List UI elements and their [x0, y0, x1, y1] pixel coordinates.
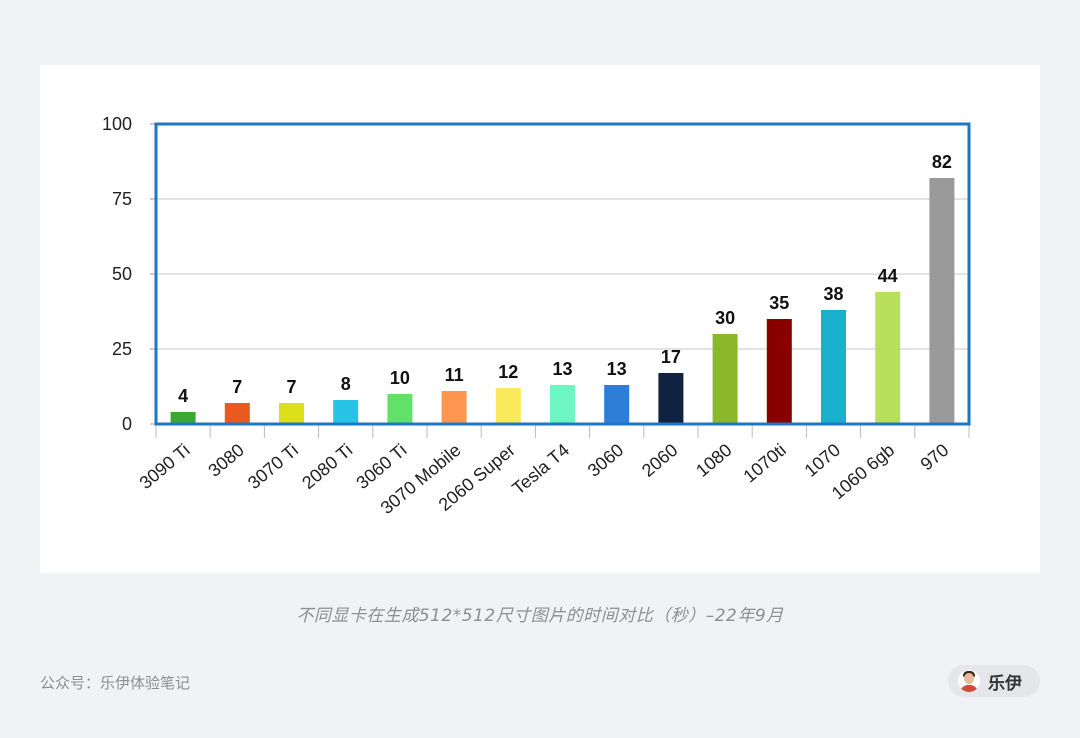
x-tick-label: 2080 Ti [298, 440, 356, 493]
y-tick-label: 100 [102, 114, 132, 134]
author-name: 乐伊 [988, 673, 1022, 694]
x-tick-label: 1080 [692, 440, 736, 481]
y-tick-label: 25 [112, 339, 132, 359]
data-label: 44 [878, 266, 898, 286]
data-label: 11 [445, 365, 464, 385]
x-tick-label: 3090 Ti [136, 440, 194, 493]
author-badge[interactable]: 乐伊 [948, 665, 1040, 697]
x-tick-label: 3060 [584, 440, 628, 481]
x-tick-label: 1070 [801, 440, 845, 481]
data-label: 13 [552, 359, 572, 379]
bar [604, 385, 630, 424]
bar [821, 310, 846, 424]
bar [441, 391, 467, 424]
avatar [958, 670, 980, 692]
x-tick-label: 970 [917, 440, 953, 475]
bar [333, 400, 359, 424]
bar [875, 292, 901, 424]
x-tick-label: 1070ti [739, 440, 789, 487]
data-label: 30 [715, 308, 735, 328]
x-tick-label: Tesla T4 [508, 440, 573, 499]
bar [712, 334, 738, 424]
chart-card: 0 25 50 75 100 4 3090 Ti 7 3080 7 3070 Ti 8 2080 Ti 1… [40, 65, 1040, 573]
account-label: 公众号：乐伊体验笔记 [40, 674, 191, 692]
bar [170, 412, 196, 424]
data-label: 35 [769, 293, 789, 313]
data-label: 12 [498, 362, 518, 382]
bar [279, 403, 304, 424]
data-label: 38 [823, 284, 843, 304]
y-tick-label: 75 [112, 189, 132, 209]
bar [495, 388, 521, 424]
bar [224, 403, 250, 424]
chart-caption: 不同显卡在生成512*512尺寸图片的时间对比（秒）–22年9月 [296, 606, 784, 626]
bar-chart: 0 25 50 75 100 4 3090 Ti 7 3080 7 3070 Ti 8 2080 Ti 1… [102, 114, 971, 518]
bar [658, 373, 684, 424]
bar [387, 394, 413, 424]
bar [929, 178, 955, 424]
plot-frame [154, 122, 971, 426]
x-tick-label: 3070 Ti [244, 440, 302, 493]
x-tick-label: 3080 [204, 440, 248, 481]
y-tick-label: 50 [112, 264, 132, 284]
bar [550, 385, 575, 424]
data-label: 10 [390, 368, 410, 388]
data-label: 13 [607, 359, 627, 379]
data-label: 7 [286, 377, 296, 397]
data-label: 82 [932, 152, 952, 172]
data-label: 4 [178, 386, 188, 406]
data-label: 8 [341, 374, 351, 394]
data-label: 7 [232, 377, 242, 397]
data-label: 17 [661, 347, 681, 367]
y-tick-label: 0 [122, 414, 132, 434]
x-tick-label: 2060 [638, 440, 682, 481]
bar [766, 319, 792, 424]
